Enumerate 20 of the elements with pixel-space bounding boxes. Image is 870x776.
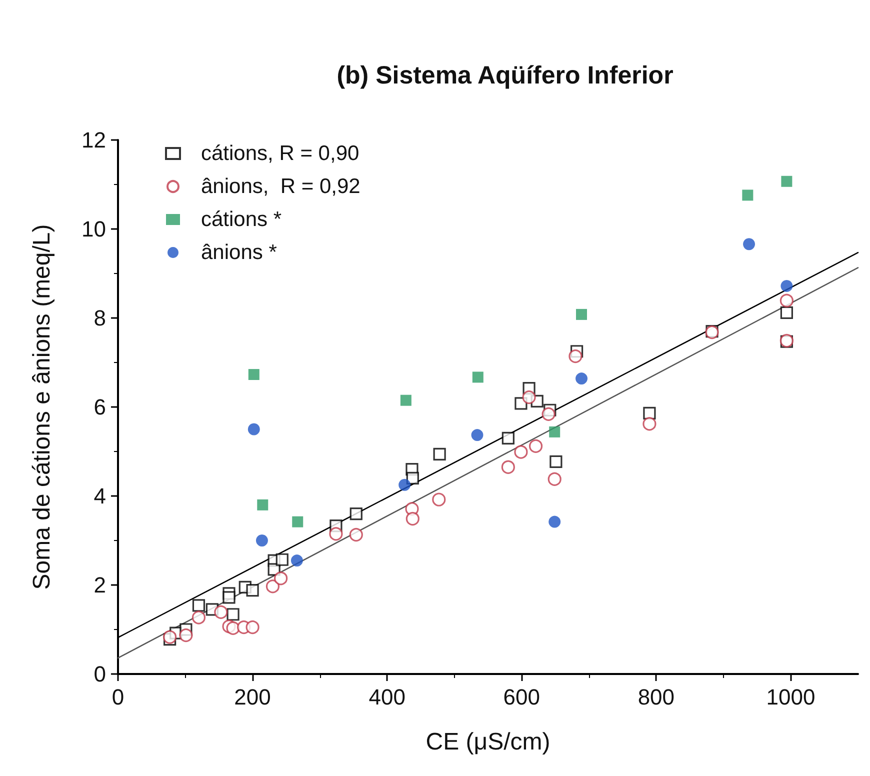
y-axis-title: Soma de cátions e ânions (meq/L): [28, 224, 56, 590]
x-tick-label: 0: [112, 684, 124, 710]
legend-label: cátions *: [201, 208, 282, 231]
x-tick-label: 200: [234, 684, 271, 710]
legend-label: ânions *: [201, 241, 277, 264]
legend-label: ânions, R = 0,92: [201, 175, 360, 198]
legend-label: cátions, R = 0,90: [201, 142, 360, 165]
x-tick-label: 1000: [766, 684, 816, 710]
y-tick-label: 10: [82, 216, 106, 242]
x-tick-label: 600: [503, 684, 540, 710]
y-tick-label: 0: [94, 662, 106, 686]
y-tick-label: 12: [82, 128, 106, 152]
chart-title: (b) Sistema Aqüífero Inferior: [336, 62, 674, 90]
y-tick-label: 6: [94, 394, 106, 420]
x-axis-title: CE (μS/cm): [426, 728, 550, 756]
y-tick-label: 2: [94, 572, 106, 598]
y-tick-label: 8: [94, 306, 106, 330]
y-tick-label: 4: [94, 484, 106, 508]
x-tick-label: 400: [368, 684, 406, 710]
x-tick-label: 800: [638, 684, 675, 710]
